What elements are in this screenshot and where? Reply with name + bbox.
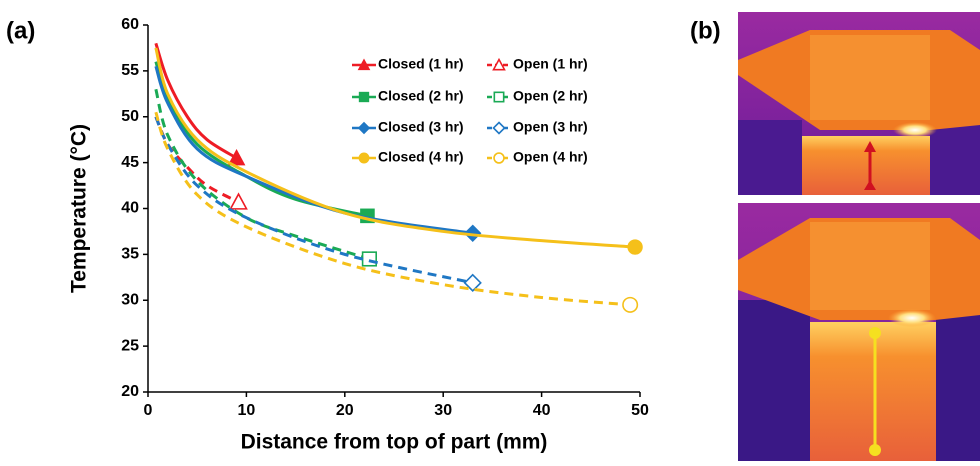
x-tick-label: 30 (434, 402, 452, 419)
y-tick-label: 60 (121, 16, 139, 33)
legend-label: Open (3 hr) (513, 119, 588, 135)
y-tick-label: 20 (121, 383, 139, 400)
legend-marker (359, 153, 369, 163)
legend-marker (359, 123, 370, 134)
y-tick-label: 25 (121, 337, 139, 354)
legend-label: Closed (3 hr) (378, 119, 464, 135)
thermal-image-bottom (738, 203, 980, 461)
marker (628, 240, 642, 254)
y-tick-label: 35 (121, 246, 139, 263)
y-axis-label: Temperature (°C) (68, 124, 91, 293)
legend-marker (494, 153, 504, 163)
series-line (156, 117, 473, 283)
x-tick-label: 10 (238, 402, 256, 419)
legend-label: Closed (4 hr) (378, 149, 464, 165)
legend-label: Open (2 hr) (513, 88, 588, 104)
x-tick-label: 0 (144, 402, 153, 419)
figure: (a) (b) 20 25 30 35 40 45 50 55 60 0 10 20 30 40 50 Dis… (0, 0, 980, 461)
marker (623, 298, 637, 312)
x-tick-label: 20 (336, 402, 354, 419)
legend-marker (359, 92, 368, 101)
marker (363, 252, 377, 266)
marker (231, 194, 247, 209)
x-tick-label: 50 (631, 402, 649, 419)
y-tick-label: 40 (121, 200, 139, 217)
y-tick-label: 50 (121, 108, 139, 125)
x-axis-label: Distance from top of part (mm) (241, 431, 548, 454)
legend-label: Open (1 hr) (513, 56, 588, 72)
thermal-image-top (738, 12, 980, 195)
panel-label: (a) (6, 17, 35, 44)
y-tick-label: 45 (121, 154, 139, 171)
y-tick-label: 30 (121, 291, 139, 308)
x-tick-label: 40 (533, 402, 551, 419)
legend-marker (494, 123, 505, 134)
series-line (156, 112, 630, 305)
legend-marker (494, 92, 503, 101)
legend-label: Closed (1 hr) (378, 56, 464, 72)
series-line (156, 48, 635, 247)
y-tick-label: 55 (121, 62, 139, 79)
panel-label: (b) (690, 17, 721, 44)
legend-label: Open (4 hr) (513, 149, 588, 165)
legend-label: Closed (2 hr) (378, 88, 464, 104)
